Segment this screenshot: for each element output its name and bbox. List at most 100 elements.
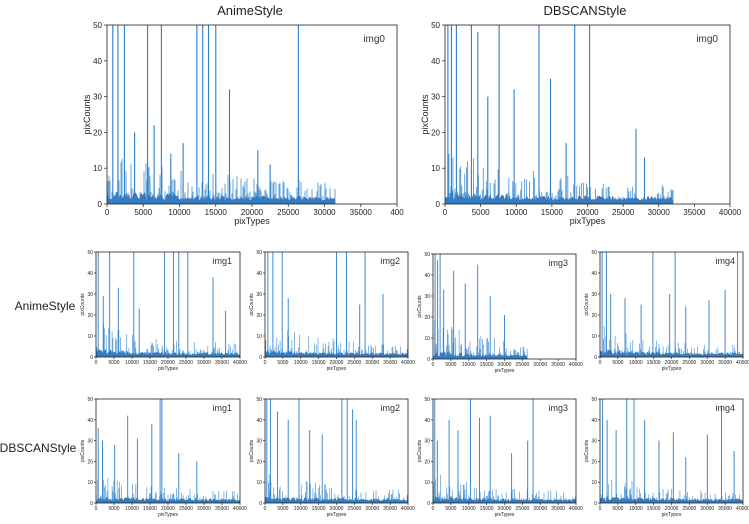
- x-tick-label: 35000: [551, 362, 565, 368]
- image-label: img3: [548, 258, 568, 268]
- x-tick-label: 20000: [665, 360, 679, 366]
- bar-baseline-fill: [96, 496, 240, 503]
- x-tick-label: 0: [264, 360, 267, 366]
- x-axis-label: pixTypes: [158, 512, 178, 518]
- y-tick-label: 20: [591, 459, 597, 465]
- x-tick-label: 40000: [233, 506, 247, 512]
- y-tick-label: 50: [87, 397, 93, 403]
- y-tick-label: 30: [424, 294, 430, 300]
- y-tick-label: 20: [87, 313, 93, 319]
- y-tick-label: 50: [256, 397, 262, 403]
- axes-frame: [264, 398, 409, 504]
- y-tick-label: 50: [93, 21, 102, 30]
- chart-dbscanstyle-img3: 0 5000 10000 15000 20000 25000 30000 35000 40000…: [417, 397, 583, 518]
- row-label-animestyle: AnimeStyle: [15, 299, 76, 313]
- y-tick-label: 0: [98, 200, 103, 209]
- y-tick-label: 30: [424, 439, 430, 445]
- y-tick-label: 40: [87, 418, 93, 424]
- x-tick-label: 15000: [541, 208, 564, 217]
- y-tick-label: 10: [256, 480, 262, 486]
- chart-animestyle-img1: 0 5000 10000 15000 20000 25000 30000 35000 40000…: [80, 250, 247, 372]
- y-tick-label: 30: [431, 93, 440, 102]
- y-axis-label: pixCounts: [417, 295, 423, 318]
- x-tick-label: 20000: [498, 362, 512, 368]
- x-tick-label: 10000: [168, 208, 191, 217]
- x-tick-label: 0: [432, 506, 435, 512]
- x-tick-label: 30000: [533, 362, 547, 368]
- x-tick-label: 35000: [551, 506, 565, 512]
- x-axis-label: pixTypes: [327, 512, 347, 518]
- chart-animestyle-img3: 0 5000 10000 15000 20000 25000 30000 35000 40000…: [417, 252, 583, 374]
- y-axis-label: pixCounts: [80, 293, 86, 316]
- chart-dbscanstyle-img2: 0 5000 10000 15000 20000 25000 30000 35000 40000…: [249, 397, 415, 518]
- x-tick-label: 30000: [700, 360, 714, 366]
- x-tick-label: 40000: [233, 360, 247, 366]
- x-tick-label: 35000: [683, 208, 706, 217]
- x-tick-label: 10000: [505, 208, 528, 217]
- x-tick-label: 25000: [682, 506, 696, 512]
- y-tick-label: 10: [87, 334, 93, 340]
- y-axis-label: pixCounts: [584, 439, 590, 462]
- x-tick-label: 30000: [313, 208, 336, 217]
- x-tick-label: 15000: [480, 506, 494, 512]
- y-axis-label: pixCounts: [420, 94, 430, 135]
- y-tick-label: 30: [256, 292, 262, 298]
- x-tick-label: 15000: [647, 506, 661, 512]
- image-label: img4: [715, 403, 735, 413]
- bar-baseline-fill: [96, 348, 240, 357]
- y-tick-label: 40: [256, 418, 262, 424]
- x-tick-label: 10000: [629, 360, 643, 366]
- y-tick-label: 0: [594, 355, 597, 361]
- x-tick-label: 10000: [294, 506, 308, 512]
- x-tick-label: 5000: [445, 362, 456, 368]
- x-tick-label: 35000: [383, 506, 397, 512]
- x-tick-label: 10000: [125, 506, 139, 512]
- image-label: img1: [212, 256, 232, 266]
- x-tick-label: 35000: [718, 506, 732, 512]
- x-tick-label: 400: [390, 208, 404, 217]
- x-tick-label: 5000: [445, 506, 456, 512]
- x-tick-label: 30000: [197, 360, 211, 366]
- x-tick-label: 40000: [569, 362, 583, 368]
- y-tick-label: 20: [424, 315, 430, 321]
- x-tick-label: 30000: [533, 506, 547, 512]
- y-tick-label: 30: [93, 93, 102, 102]
- axes-frame: [432, 398, 577, 504]
- x-tick-label: 20000: [498, 506, 512, 512]
- y-tick-label: 30: [256, 439, 262, 445]
- x-tick-label: 0: [599, 506, 602, 512]
- x-tick-label: 30000: [365, 506, 379, 512]
- y-tick-label: 40: [93, 57, 102, 66]
- x-tick-label: 40000: [736, 506, 749, 512]
- x-axis-label: pixTypes: [158, 366, 178, 372]
- x-tick-label: 30000: [197, 506, 211, 512]
- x-tick-label: 25000: [515, 506, 529, 512]
- y-tick-label: 40: [431, 57, 440, 66]
- x-tick-label: 5000: [108, 360, 119, 366]
- x-tick-label: 35000: [718, 360, 732, 366]
- x-tick-label: 40000: [736, 360, 749, 366]
- x-tick-label: 10000: [462, 506, 476, 512]
- axes-frame: [106, 24, 398, 205]
- bar-series: [445, 25, 674, 204]
- image-label: img1: [212, 403, 232, 413]
- bar-series: [433, 399, 576, 503]
- x-tick-label: 30000: [365, 360, 379, 366]
- chart-animestyle-img2: 0 5000 10000 15000 20000 25000 30000 35000 40000…: [249, 250, 415, 372]
- x-tick-label: 35000: [215, 360, 229, 366]
- x-tick-label: 25000: [612, 208, 635, 217]
- bar-series: [96, 399, 240, 503]
- y-tick-label: 20: [424, 459, 430, 465]
- image-label: img2: [380, 403, 400, 413]
- x-tick-label: 15000: [312, 360, 326, 366]
- x-tick-label: 15000: [143, 506, 157, 512]
- x-tick-label: 0: [264, 506, 267, 512]
- chart-dbscanstyle-img0: 0 5000 10000 15000 20000 25000 30000 35000 40000…: [420, 21, 742, 226]
- x-axis-label: pixTypes: [662, 512, 682, 518]
- y-axis-label: pixCounts: [80, 439, 86, 462]
- x-tick-label: 10000: [629, 506, 643, 512]
- bar-series: [96, 252, 240, 357]
- y-tick-label: 50: [424, 252, 430, 258]
